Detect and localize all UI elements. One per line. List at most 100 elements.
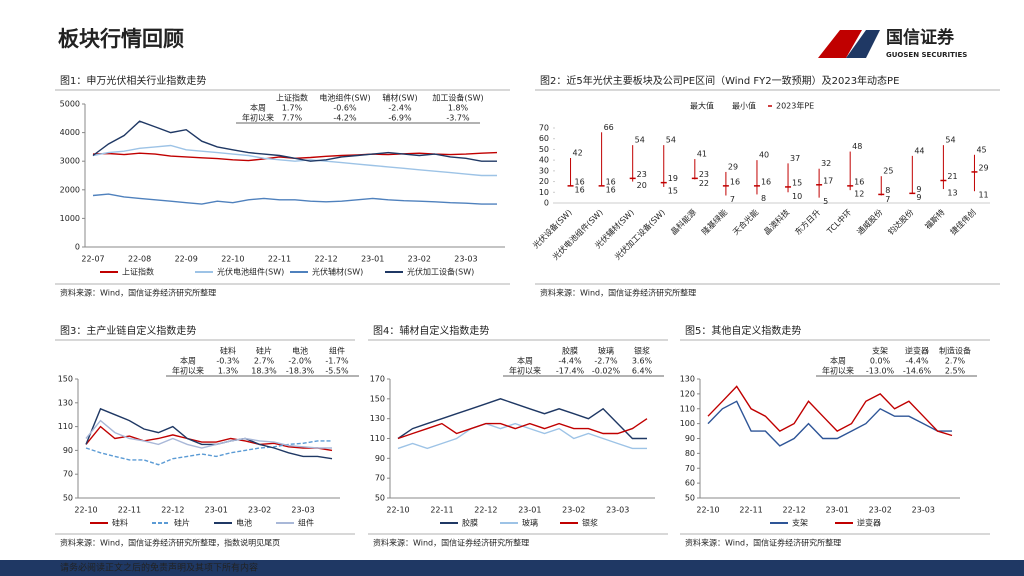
y-tick-label: 70 <box>539 124 549 133</box>
max-label: 54 <box>945 136 955 145</box>
table-cell: -2.4% <box>388 104 412 113</box>
table-cell: -2.7% <box>594 357 618 366</box>
table-cell: 1.8% <box>448 104 469 113</box>
x-tick-label: 23-01 <box>518 506 541 515</box>
min-label: 7 <box>730 195 735 204</box>
table-cell: -3.7% <box>446 114 470 123</box>
y-tick-label: 130 <box>370 414 385 423</box>
y-tick-label: 30 <box>539 166 549 175</box>
pe-label: 17 <box>823 176 833 185</box>
x-tick-label: 23-03 <box>606 506 629 515</box>
table-cell: -4.4% <box>558 357 582 366</box>
table-cell: -17.4% <box>556 367 585 376</box>
max-label: 32 <box>821 159 831 168</box>
table-header: 硅料 <box>220 346 236 356</box>
series-line <box>85 407 333 460</box>
table-header: 硅片 <box>256 346 272 356</box>
series-line <box>85 419 332 449</box>
y-tick-label: 90 <box>375 454 385 463</box>
min-label: 12 <box>854 190 864 199</box>
y-tick-label: 100 <box>680 419 695 428</box>
min-label: 7 <box>885 195 890 204</box>
table-header: 辅材(SW) <box>382 93 417 103</box>
max-label: 41 <box>697 150 707 159</box>
legend-label: 逆变器 <box>857 518 881 528</box>
y-tick-label: 20 <box>539 177 549 186</box>
max-label: 54 <box>666 136 676 145</box>
x-tick-label: 22-09 <box>175 255 198 264</box>
logo-subtext: GUOSEN SECURITIES <box>886 51 967 59</box>
legend-label: 2023年PE <box>776 101 814 111</box>
max-label: 40 <box>759 151 769 160</box>
x-tick-label: 22-10 <box>386 506 409 515</box>
pe-label: 16 <box>854 177 864 186</box>
min-label: 13 <box>947 189 957 198</box>
x-tick-label: 22-12 <box>782 506 805 515</box>
y-tick-label: 110 <box>370 434 385 443</box>
x-tick-label: 22-11 <box>739 506 762 515</box>
table-row-label: 本周 <box>180 356 196 366</box>
panel-source: 资料来源：Wind，国信证券经济研究所整理，指数说明见尾页 <box>60 538 280 548</box>
table-cell: -0.3% <box>216 357 240 366</box>
table-cell: -18.3% <box>286 367 315 376</box>
max-label: 25 <box>883 167 893 176</box>
panel-source: 资料来源：Wind，国信证券经济研究所整理 <box>685 538 841 548</box>
y-tick-label: 50 <box>539 145 549 154</box>
legend-label: 胶膜 <box>462 518 478 528</box>
table-cell: -14.6% <box>903 367 932 376</box>
y-tick-label: 70 <box>685 464 695 473</box>
table-cell: 2.7% <box>945 357 966 366</box>
max-label: 44 <box>914 146 924 155</box>
footer-bar <box>0 560 1024 576</box>
table-cell: -0.6% <box>333 104 357 113</box>
table-row-label: 本周 <box>517 356 533 366</box>
table-header: 支架 <box>872 346 888 356</box>
pe-label: 9 <box>916 185 921 194</box>
series-line <box>92 193 497 205</box>
y-tick-label: 60 <box>685 479 695 488</box>
x-tick-label: 隆基绿能 <box>699 207 729 237</box>
logo-text: 国信证券 <box>886 27 955 48</box>
panel-title: 图3：主产业链自定义指数走势 <box>60 324 196 337</box>
table-row-label: 年初以来 <box>822 366 854 376</box>
legend-label: 上证指数 <box>122 267 154 277</box>
x-tick-label: 22-11 <box>268 255 291 264</box>
y-tick-label: 50 <box>63 494 73 503</box>
slide-title: 板块行情回顾 <box>58 27 184 51</box>
pe-label: 15 <box>792 178 802 187</box>
y-tick-label: 0 <box>75 243 80 252</box>
x-tick-label: 通威股份 <box>855 207 885 237</box>
max-label: 54 <box>635 136 645 145</box>
y-tick-label: 170 <box>370 375 385 384</box>
table-cell: -6.9% <box>388 114 412 123</box>
max-label: 42 <box>573 149 583 158</box>
x-tick-label: 23-03 <box>454 255 477 264</box>
legend-label: 最大值 <box>690 101 714 111</box>
panel-title: 图2：近5年光伏主要板块及公司PE区间（Wind FY2一致预期）及2023年动… <box>540 74 899 87</box>
y-tick-label: 70 <box>63 470 73 479</box>
pe-label: 23 <box>637 170 647 179</box>
legend-label: 支架 <box>792 518 808 528</box>
series-line <box>397 398 647 440</box>
panel-title: 图5：其他自定义指数走势 <box>685 324 801 337</box>
y-tick-label: 130 <box>680 375 695 384</box>
x-tick-label: 23-01 <box>826 506 849 515</box>
legend-label: 组件 <box>298 518 314 528</box>
table-cell: 3.6% <box>632 357 653 366</box>
table-header: 加工设备(SW) <box>432 93 483 103</box>
x-tick-label: 22-11 <box>430 506 453 515</box>
table-cell: -4.4% <box>905 357 929 366</box>
max-label: 45 <box>976 145 986 154</box>
table-cell: -1.7% <box>325 357 349 366</box>
pe-label: 16 <box>606 177 616 186</box>
x-tick-label: 22-10 <box>696 506 719 515</box>
table-row-label: 年初以来 <box>172 366 204 376</box>
max-label: 66 <box>604 123 614 132</box>
min-label: 8 <box>761 194 766 203</box>
x-tick-label: 23-03 <box>912 506 935 515</box>
table-header: 电池 <box>292 346 308 356</box>
x-tick-label: 捷佳伟创 <box>948 207 978 237</box>
x-tick-label: 23-03 <box>291 506 314 515</box>
table-header: 玻璃 <box>598 346 614 356</box>
table-cell: 2.5% <box>945 367 966 376</box>
